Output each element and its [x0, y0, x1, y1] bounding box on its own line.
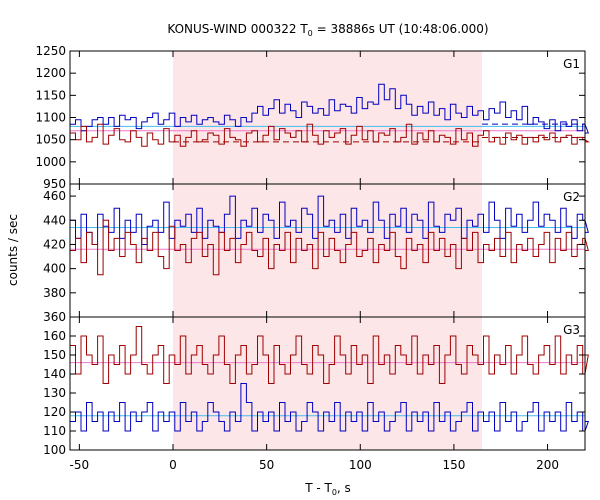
y-tick-label: 140: [43, 367, 66, 381]
y-tick-label: 1050: [35, 133, 66, 147]
panel-g2: 360 380 400 420 440 460 G2: [43, 183, 589, 324]
y-tick-label: 1100: [35, 111, 66, 125]
series-red-line: [70, 123, 590, 147]
x-tick-label: 50: [259, 458, 274, 472]
y-tick-label: 120: [43, 405, 66, 419]
x-tick-label: 100: [349, 458, 372, 472]
series-red-line: [70, 326, 589, 384]
y-tick-label: 400: [43, 262, 66, 276]
x-tick-label: -50: [70, 458, 90, 472]
x-tick-label: 150: [442, 458, 465, 472]
y-tick-label: 460: [43, 189, 66, 203]
y-tick-label: 100: [43, 443, 66, 457]
panel-g3: 100 110 120 130 140 150 160 G3: [43, 316, 590, 457]
panel-frame: [69, 316, 586, 451]
y-axis-label: counts / sec: [6, 214, 20, 286]
y-tick-label: 1200: [35, 66, 66, 80]
y-tick-label: 160: [43, 329, 66, 343]
burst-interval-shade: [173, 51, 482, 184]
y-tick-label: 130: [43, 386, 66, 400]
chart-title: KONUS-WIND 000322 T0 = 38886s UT (10:48:…: [167, 22, 488, 38]
y-tick-label: 950: [43, 177, 66, 191]
panel-label: G1: [563, 57, 580, 71]
x-axis-label: T - T0, s: [304, 481, 351, 497]
y-tick-label: 1250: [35, 44, 66, 58]
y-tick-label: 110: [43, 424, 66, 438]
panel-label: G2: [563, 190, 580, 204]
x-tick-label: 200: [536, 458, 559, 472]
series-blue-line: [70, 83, 590, 134]
y-tick-label: 1000: [35, 155, 66, 169]
y-tick-label: 1150: [35, 88, 66, 102]
y-tick-label: 440: [43, 213, 66, 227]
series-red-line: [70, 219, 589, 276]
panel-g1: 950 1000 1050 1100 1150 1200 1250 G1: [35, 44, 590, 191]
series-blue-line: [70, 383, 590, 432]
x-tick-label: 0: [169, 458, 177, 472]
y-tick-label: 380: [43, 286, 66, 300]
y-tick-label: 420: [43, 237, 66, 251]
panel-label: G3: [563, 323, 580, 337]
y-tick-label: 150: [43, 348, 66, 362]
series-blue-line: [70, 195, 589, 245]
y-tick-label: 360: [43, 310, 66, 324]
